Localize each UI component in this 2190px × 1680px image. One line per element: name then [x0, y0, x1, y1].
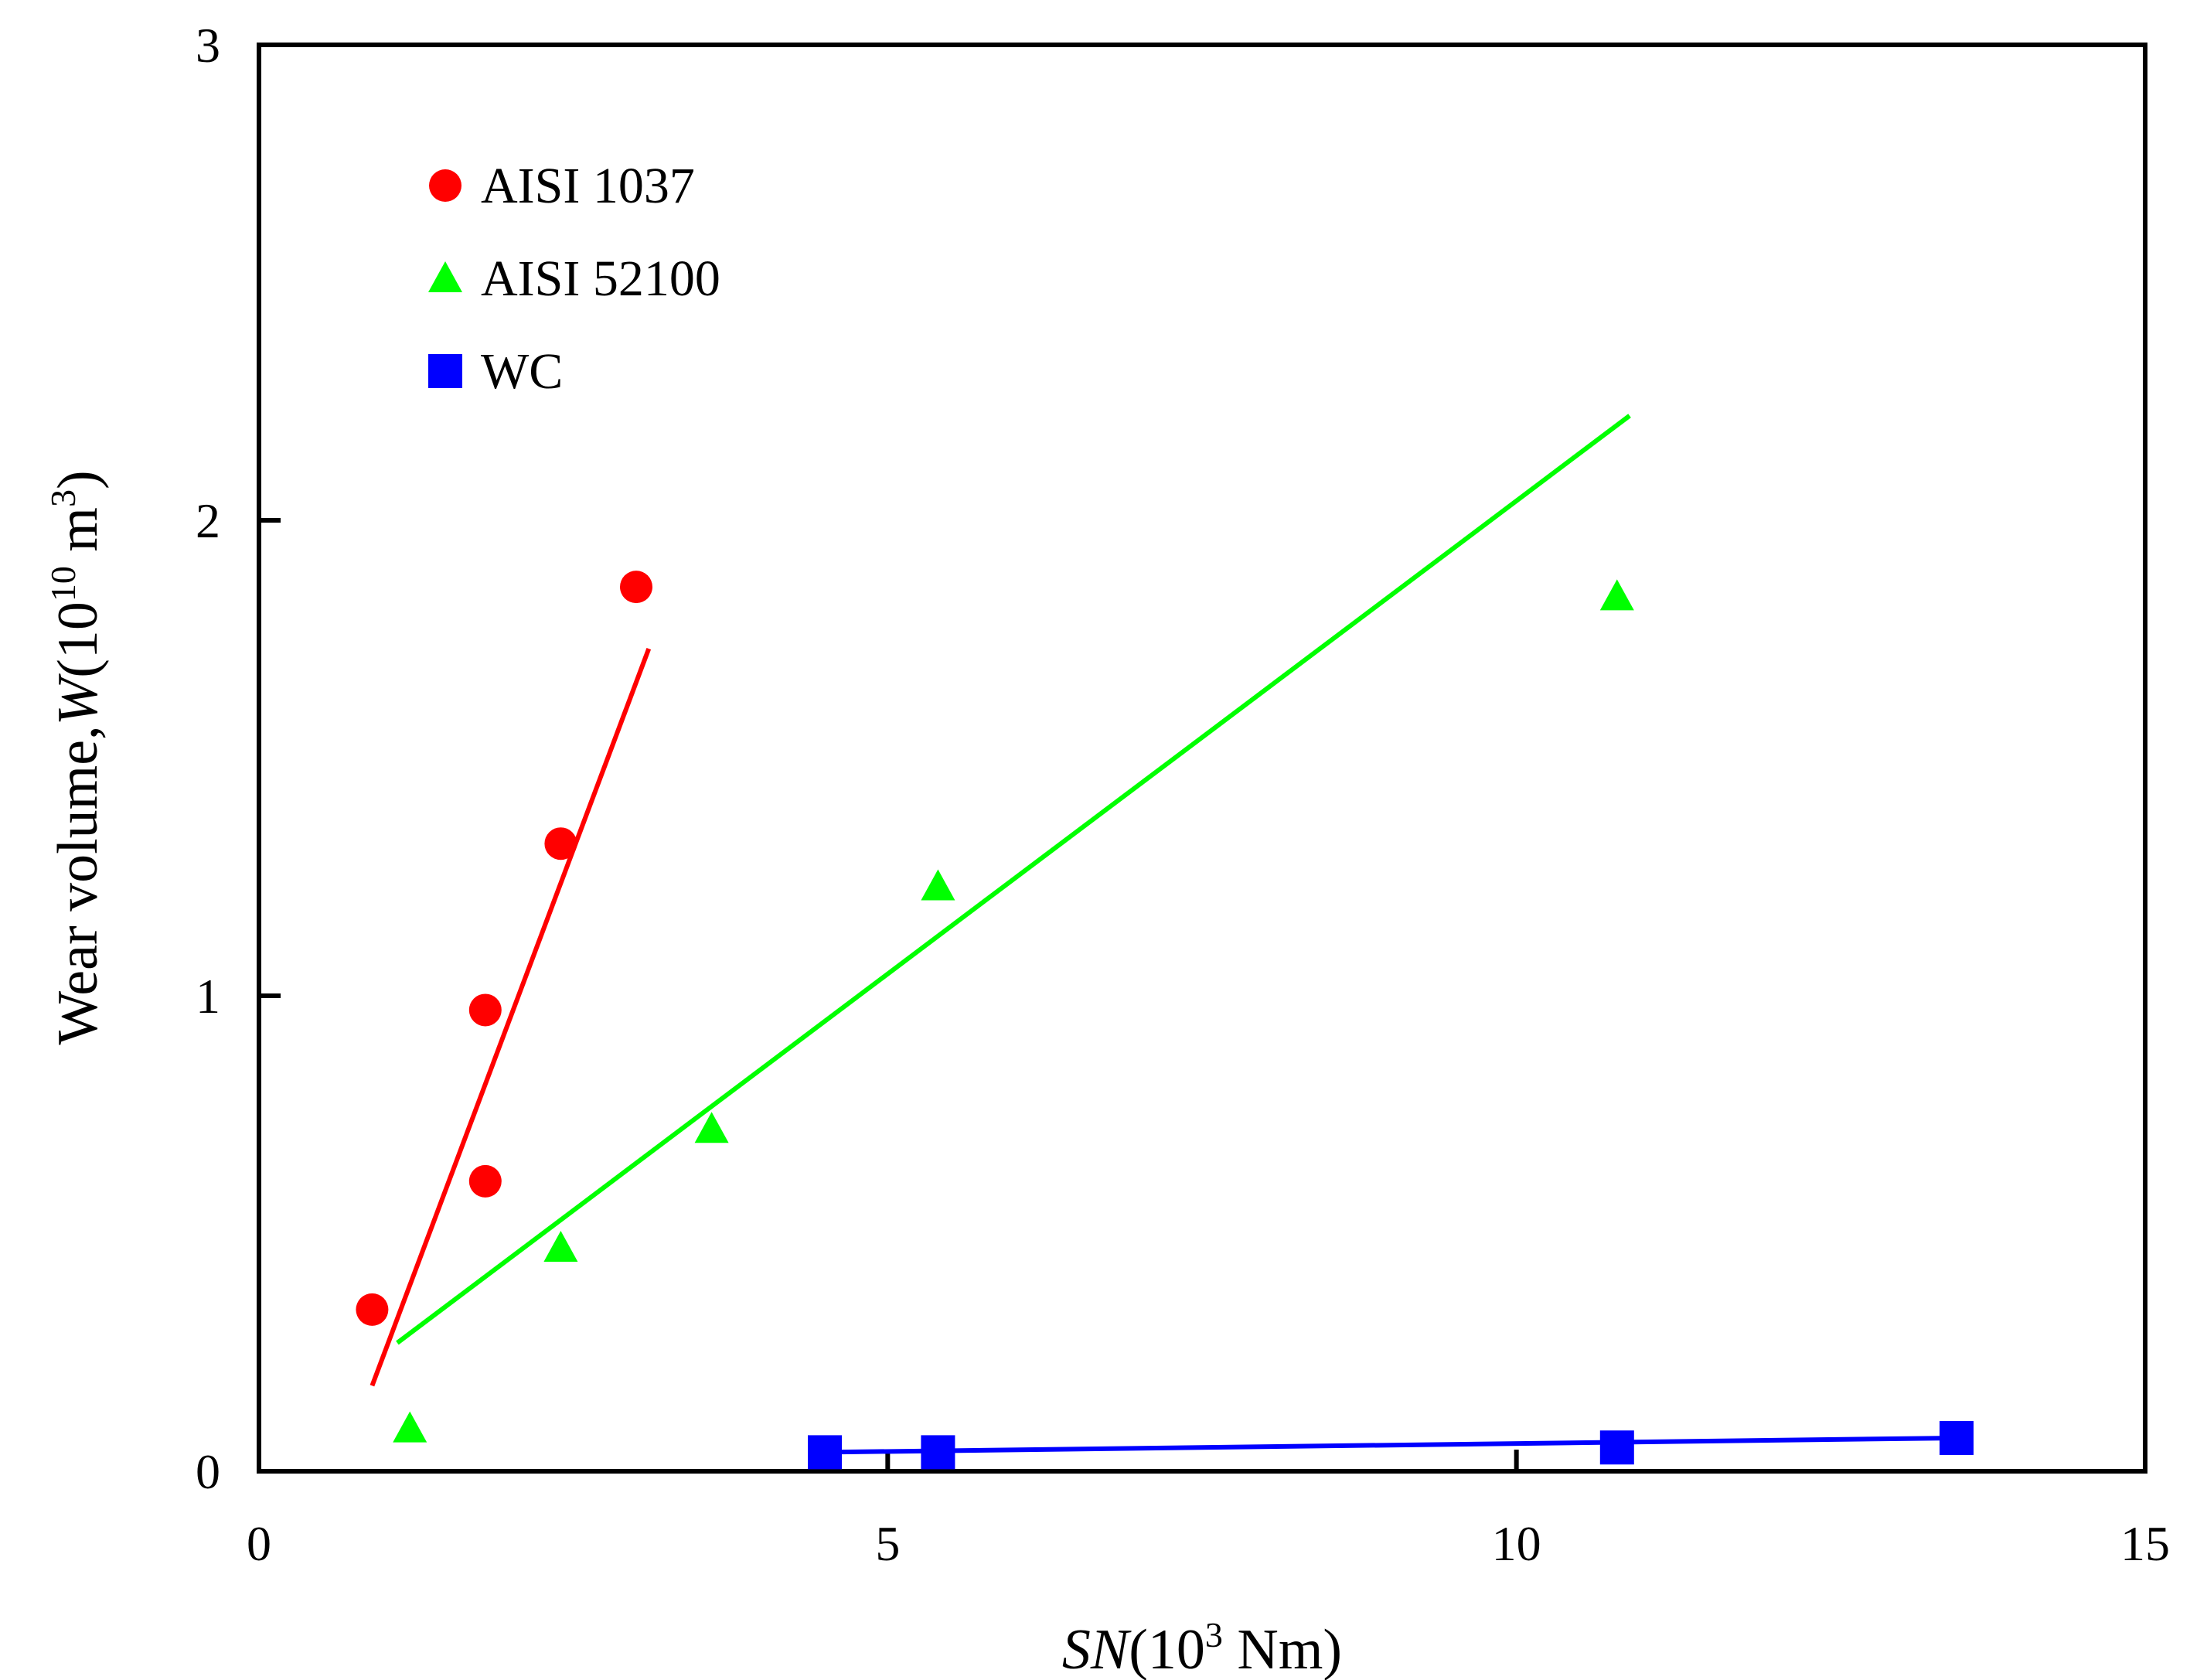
y-tick-label: 1	[196, 969, 220, 1024]
data-point-aisi-1037	[468, 993, 502, 1027]
y-tick-label: 0	[196, 1444, 220, 1499]
fit-line-wc	[824, 1435, 1957, 1455]
data-point-aisi-1037	[468, 1164, 502, 1198]
data-point-aisi-52100	[393, 1411, 427, 1443]
data-point-aisi-52100	[543, 1230, 578, 1262]
legend-label-aisi-1037: AISI 1037	[481, 158, 695, 214]
fit-line-aisi-52100	[396, 414, 1631, 1345]
data-point-wc	[1940, 1420, 1974, 1455]
data-point-aisi-52100	[1599, 579, 1634, 611]
legend-marker-wc	[428, 354, 462, 388]
data-point-aisi-1037	[356, 1293, 389, 1326]
legend-label-wc: WC	[481, 343, 563, 400]
y-axis-title: Wear volume,W(1010 m3)	[43, 470, 110, 1044]
x-tick-label: 0	[247, 1516, 271, 1571]
x-axis-title: SN(103 Nm)	[1062, 1615, 1342, 1680]
plot-frame	[257, 43, 2147, 1474]
x-tick-label: 15	[2120, 1516, 2170, 1571]
data-point-wc	[808, 1435, 842, 1470]
y-tick-label: 2	[196, 493, 220, 548]
data-point-aisi-52100	[921, 869, 955, 901]
y-tick-label: 3	[196, 18, 220, 73]
legend-marker-aisi-52100	[428, 261, 462, 292]
x-tick-label: 10	[1492, 1516, 1541, 1571]
data-point-wc	[921, 1435, 955, 1470]
data-point-aisi-52100	[694, 1112, 729, 1143]
data-point-aisi-1037	[620, 571, 652, 604]
data-point-wc	[1599, 1430, 1634, 1465]
legend-label-aisi-52100: AISI 52100	[481, 250, 720, 307]
fit-line-aisi-1037	[370, 647, 652, 1387]
data-point-aisi-1037	[544, 827, 577, 860]
x-tick-label: 5	[875, 1516, 900, 1571]
legend-marker-aisi-1037	[429, 169, 462, 202]
